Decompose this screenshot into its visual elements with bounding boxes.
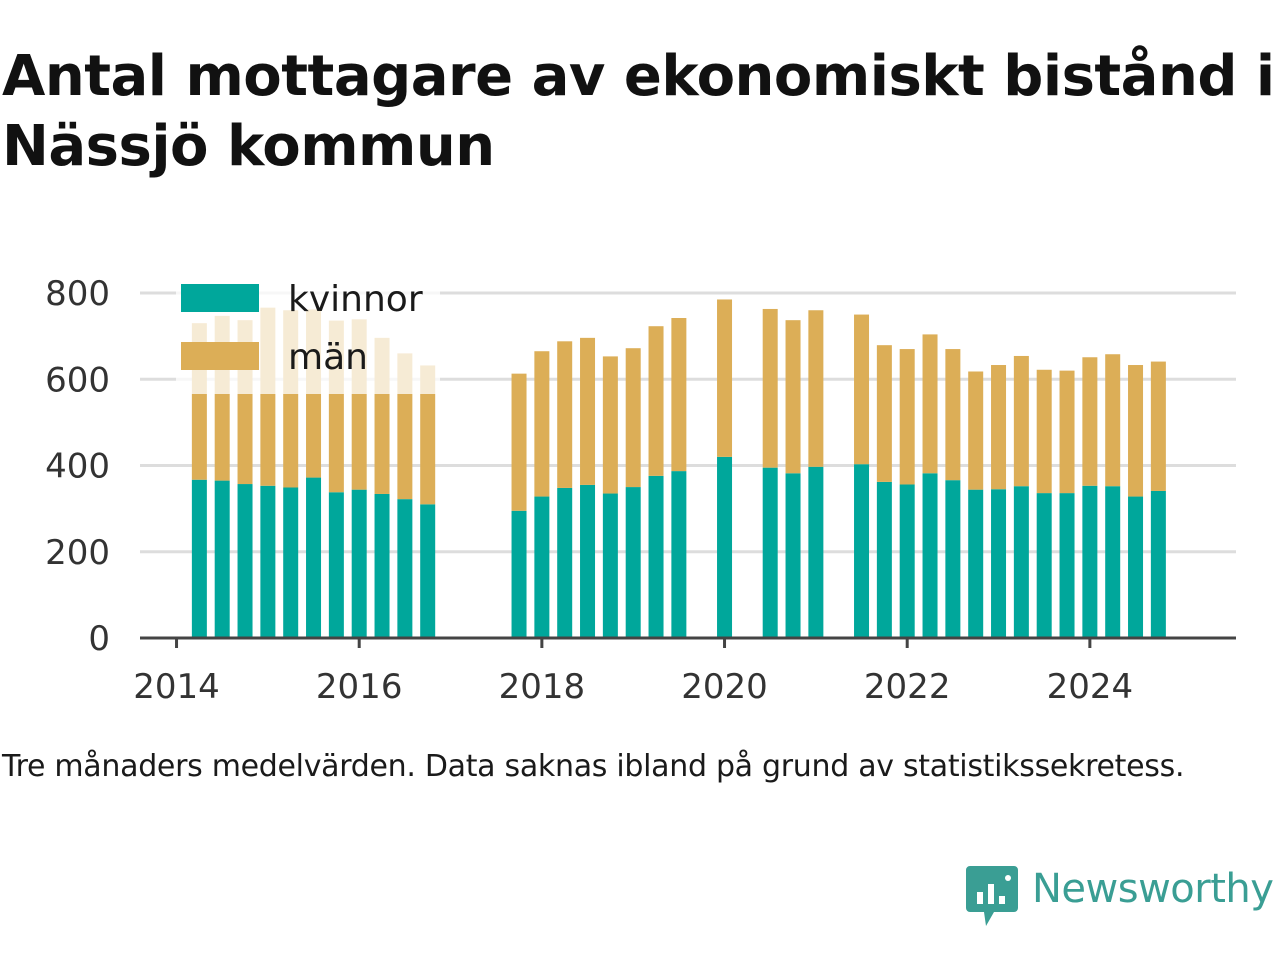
y-tick-label: 800 (45, 274, 110, 314)
x-axis-tick-labels: 2014 2016 2018 2020 2022 2024 (133, 667, 1133, 707)
bar-series (176, 272, 1166, 638)
bar-women (214, 480, 230, 638)
legend-swatch-men (181, 342, 259, 370)
x-tick-label: 2024 (1047, 667, 1134, 707)
bar-women (854, 464, 870, 638)
bar-men (1082, 357, 1098, 486)
bar-men (876, 345, 892, 482)
bar-men (899, 349, 915, 485)
bar-women (374, 493, 390, 638)
x-tick-label: 2020 (681, 667, 768, 707)
bar-women (191, 479, 207, 638)
bar-men (534, 351, 550, 497)
bar-women (420, 504, 436, 638)
bar-men (648, 326, 664, 476)
bar-men (991, 365, 1007, 490)
x-tick-label: 2018 (499, 667, 586, 707)
bar-men (785, 320, 801, 474)
chart-title: Antal mottagare av ekonomiskt bistånd i … (2, 44, 1275, 179)
bar-men (420, 365, 436, 505)
bar-women (899, 484, 915, 638)
y-tick-label: 0 (88, 619, 110, 659)
bar-women (557, 487, 573, 638)
bar-women (1128, 496, 1144, 638)
bar-women (580, 484, 596, 638)
bar-men (602, 356, 618, 494)
bar-men (1128, 365, 1144, 497)
bar-men (945, 349, 961, 481)
legend-label-women: kvinnor (288, 279, 423, 320)
bar-men (968, 371, 984, 490)
bar-men (557, 341, 573, 488)
bar-women (1082, 485, 1098, 638)
bar-women (397, 499, 413, 638)
bar-women (1150, 490, 1166, 638)
bar-women (762, 467, 778, 638)
bar-women (328, 492, 344, 638)
bar-women (945, 480, 961, 638)
y-tick-label: 600 (45, 360, 110, 400)
bar-men (625, 348, 641, 488)
bar-women (351, 489, 367, 638)
bar-women (808, 466, 824, 638)
bar-men (671, 318, 687, 472)
bar-women (876, 481, 892, 638)
bar-women (1036, 493, 1052, 638)
bar-women (306, 477, 322, 638)
bar-women (534, 496, 550, 638)
brand-name: Newsworthy (1032, 866, 1274, 912)
bar-women (1013, 486, 1029, 638)
bar-men (580, 337, 596, 485)
bar-women (1059, 493, 1075, 638)
legend-label-men: män (288, 337, 368, 378)
bar-men (1150, 361, 1166, 491)
newsworthy-logo-icon (966, 866, 1018, 926)
bar-women (671, 471, 687, 638)
bar-men (808, 310, 824, 467)
x-tick-label: 2016 (316, 667, 403, 707)
bar-men (1105, 354, 1121, 487)
bar-women (922, 473, 938, 638)
bar-men (717, 299, 733, 457)
bar-women (237, 484, 253, 638)
bar-men (762, 308, 778, 468)
bar-women (991, 489, 1007, 638)
bar-women (511, 510, 527, 638)
bar-men (511, 373, 527, 511)
bar-women (625, 487, 641, 638)
bar-women (283, 487, 299, 638)
bar-women (648, 475, 664, 638)
y-axis-tick-labels: 0 200 400 600 800 (45, 274, 110, 659)
legend-swatch-women (181, 284, 259, 312)
bar-men (922, 334, 938, 474)
x-tick-label: 2022 (864, 667, 951, 707)
x-tick-label: 2014 (133, 667, 220, 707)
bar-women (717, 456, 733, 638)
bar-women (1105, 486, 1121, 638)
bar-men (1013, 355, 1029, 487)
chart-footnote: Tre månaders medelvärden. Data saknas ib… (2, 749, 1185, 784)
bar-women (785, 473, 801, 638)
bar-women (968, 489, 984, 638)
y-tick-label: 200 (45, 533, 110, 573)
x-axis (140, 636, 1236, 648)
bar-men (1059, 370, 1075, 494)
bar-women (260, 485, 276, 638)
bar-women (602, 493, 618, 638)
y-tick-label: 400 (45, 447, 110, 487)
bar-men (1036, 369, 1052, 494)
bar-men (854, 314, 870, 465)
